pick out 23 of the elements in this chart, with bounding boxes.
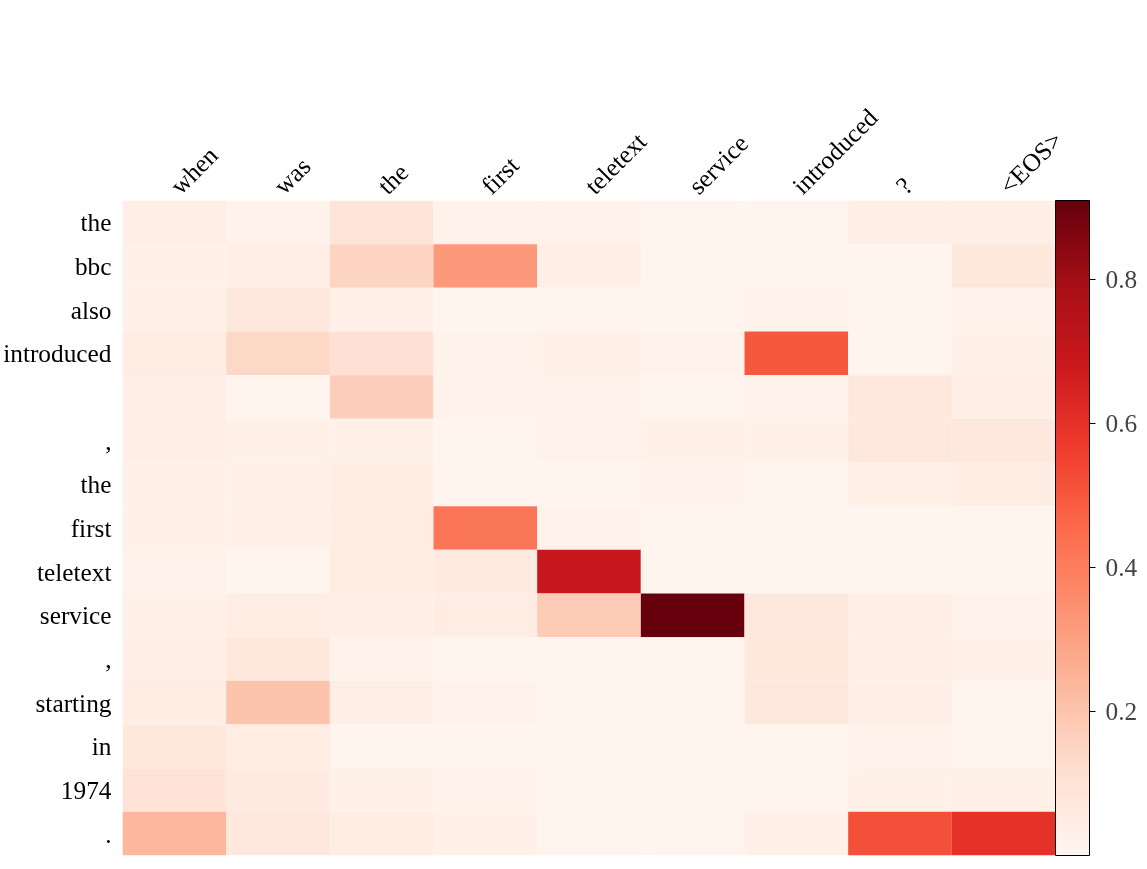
y-tick-label: introduced bbox=[3, 339, 112, 368]
color-bar-label: 0.4 bbox=[1105, 553, 1138, 582]
color-bar-label: 0.2 bbox=[1105, 697, 1138, 726]
y-tick-label: first bbox=[70, 514, 112, 542]
y-tick-label: also bbox=[70, 295, 112, 324]
x-tick-label: the bbox=[371, 157, 414, 200]
color-bar-label: 0.8 bbox=[1105, 265, 1138, 294]
y-tick-label: service bbox=[39, 601, 112, 630]
color-bar-label: 0.6 bbox=[1105, 409, 1138, 438]
y-tick-label: bbc bbox=[74, 252, 112, 280]
x-tick-label: ? bbox=[890, 171, 918, 200]
y-tick-label: teletext bbox=[36, 557, 112, 586]
y-tick-label: the bbox=[80, 208, 112, 237]
y-tick-label: 1974 bbox=[60, 776, 112, 804]
x-tick-label: first bbox=[475, 150, 525, 200]
x-tick-label: was bbox=[268, 151, 316, 200]
y-tick-label: , bbox=[105, 426, 112, 455]
x-tick-label: when bbox=[164, 140, 224, 200]
y-tick-label: starting bbox=[35, 688, 112, 717]
y-tick-label: in bbox=[91, 732, 112, 761]
y-tick-label: , bbox=[105, 645, 112, 673]
y-tick-label: . bbox=[105, 819, 112, 848]
y-tick-label: the bbox=[80, 470, 112, 499]
